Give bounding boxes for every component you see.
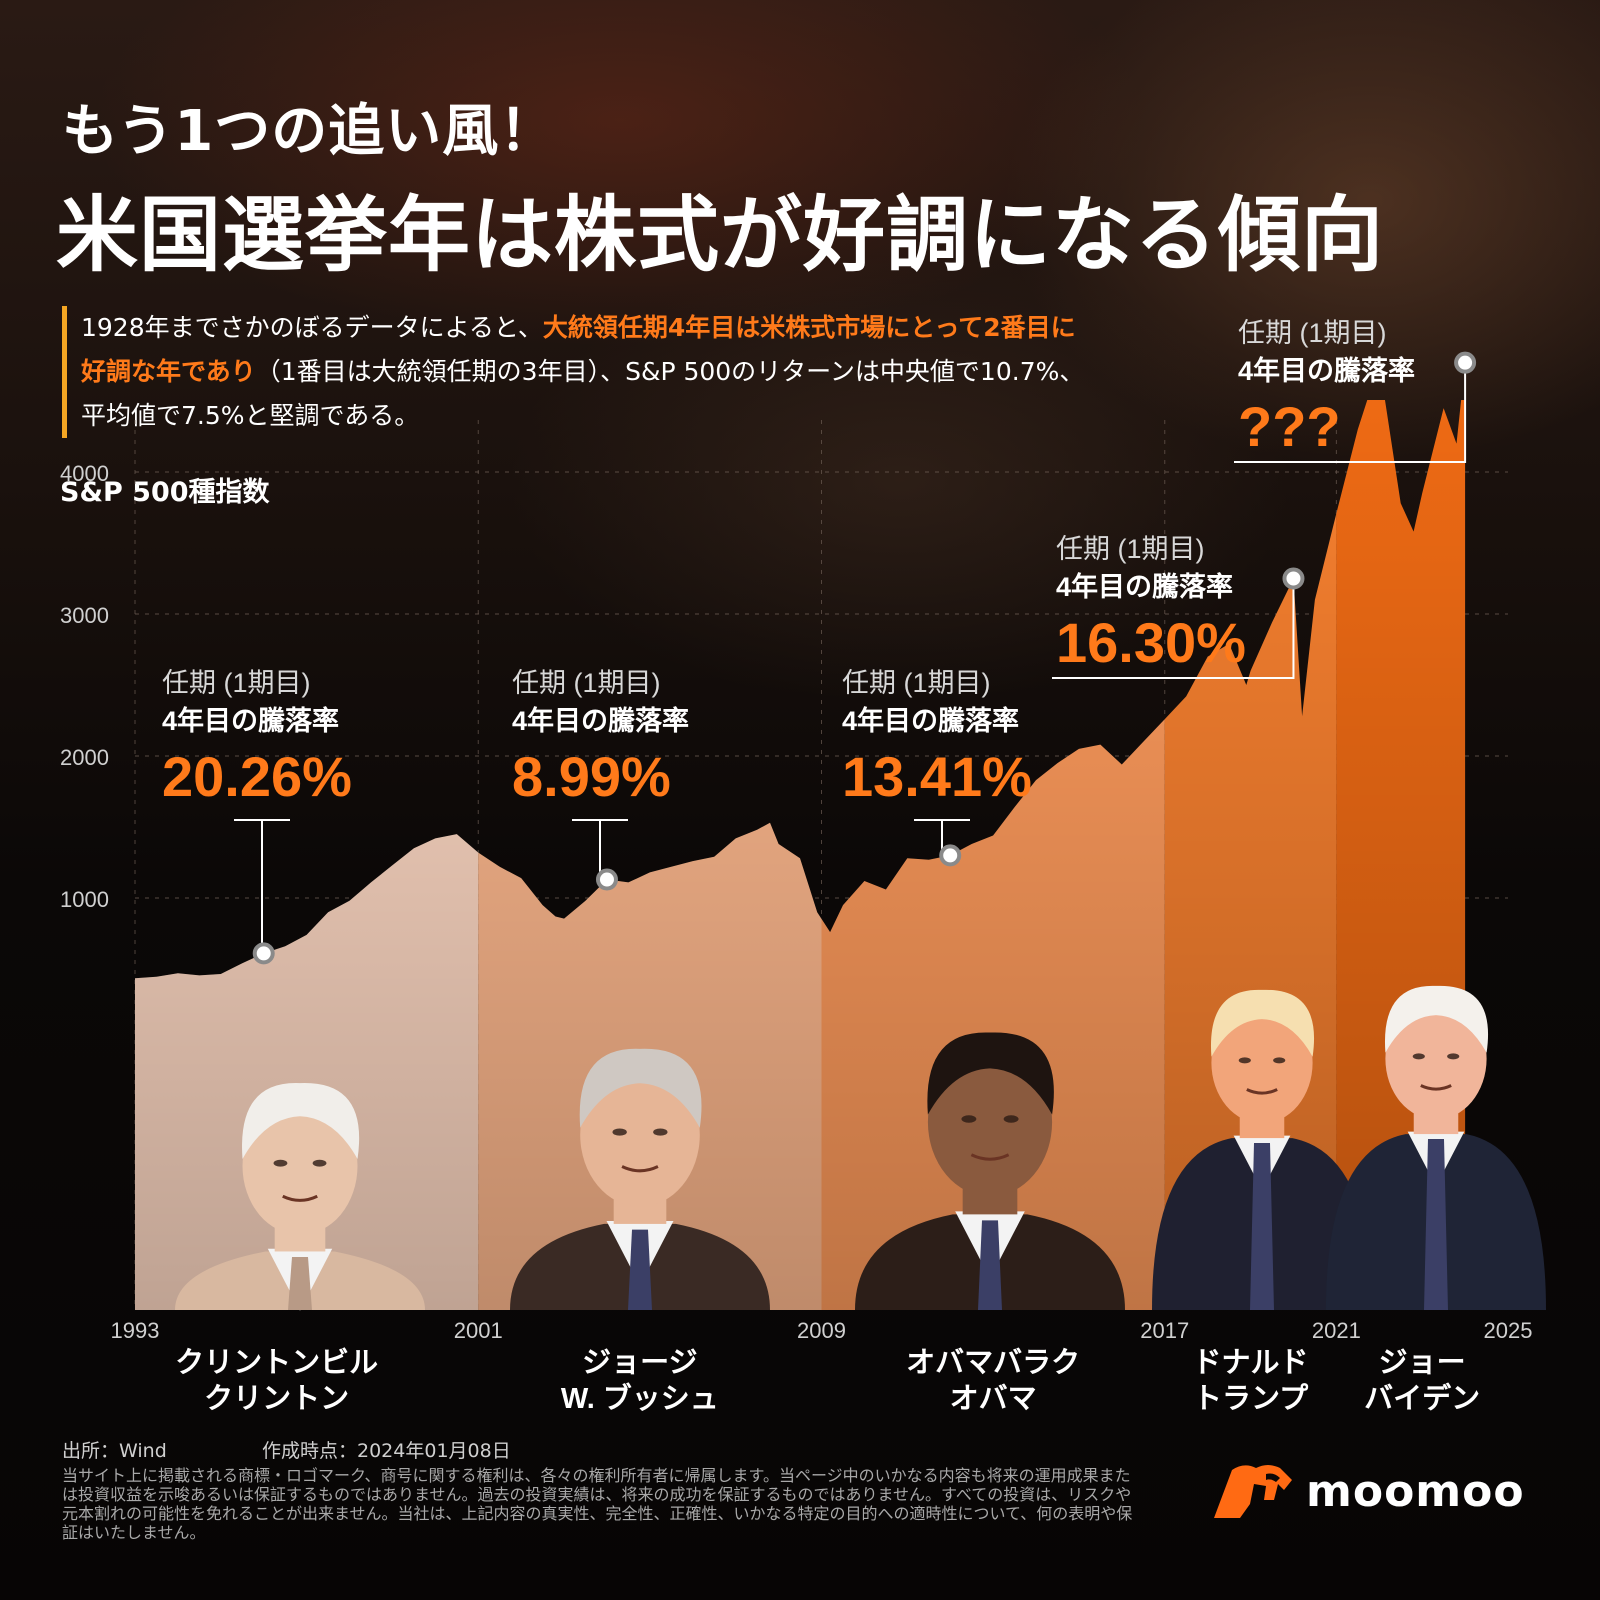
portrait: [1152, 989, 1372, 1310]
source-note: 出所：Wind: [62, 1440, 167, 1462]
portraits: [175, 985, 1546, 1311]
moomoo-bull-icon: [1214, 1465, 1292, 1518]
intro-part-1: 1928年までさかのぼるデータによると、: [81, 313, 543, 342]
y-tick-label: 2000: [60, 745, 109, 770]
y-tick-label: 4000: [60, 461, 109, 486]
disclaimer: 当サイト上に掲載される商標・ロゴマーク、商号に関する権利は、各々の権利所有者に帰…: [62, 1466, 1133, 1542]
president-name: クリントン: [204, 1382, 349, 1415]
annotation-label: 4年目の騰落率: [1056, 571, 1233, 602]
portrait: [510, 1048, 770, 1310]
portrait-eye: [1003, 1115, 1019, 1123]
x-tick-label: 2021: [1312, 1318, 1361, 1343]
president-name: ジョージ: [582, 1347, 697, 1379]
portrait-head: [242, 1096, 358, 1235]
annotation-term: 任期 (1期目): [1238, 318, 1387, 348]
portrait-hair: [927, 1032, 1054, 1115]
portrait-mouth: [282, 1194, 318, 1202]
brand-name: moomoo: [1306, 1465, 1525, 1517]
annotation-label: 4年目の騰落率: [1238, 355, 1415, 386]
annotation-line: [1234, 362, 1467, 463]
annotation-label: 4年目の騰落率: [162, 705, 339, 736]
annotation-point: [939, 844, 962, 867]
portrait-eye: [653, 1128, 668, 1136]
y-axis-label: S&P 500種指数: [60, 477, 270, 508]
annotation-label: 4年目の騰落率: [842, 705, 1019, 736]
portrait-hair: [1210, 989, 1315, 1057]
created-date: 作成時点：2024年01月08日: [262, 1440, 511, 1462]
annotation-term: 任期 (1期目): [1056, 534, 1205, 564]
president-name: オバマバラク: [906, 1346, 1080, 1379]
portrait-eye: [1447, 1053, 1460, 1060]
portrait-eye: [612, 1128, 627, 1136]
portrait-tie: [1424, 1138, 1448, 1310]
x-tick-label: 2001: [454, 1318, 503, 1343]
president-name: バイデン: [1364, 1381, 1480, 1415]
annotation-point: [1282, 567, 1305, 590]
president-name: オバマ: [950, 1383, 1037, 1415]
portrait-eye: [961, 1115, 977, 1123]
title-line-1: もう1つの追い風！: [62, 99, 557, 164]
annotation-point: [1454, 351, 1477, 374]
annotation-line: [1052, 578, 1295, 679]
axis-labels: 1000 2000 3000 4000 1993 2001 2009 2017 2021 2025: [60, 461, 1532, 1343]
annotation-value: 20.26%: [162, 745, 352, 808]
annotations: 任期 (1期目) 4年目の騰落率 20.26% 任期 (1期目) 4年目の騰落率 8.99…: [162, 318, 1477, 965]
x-tick-label: 1993: [111, 1318, 160, 1343]
portrait-tie: [1250, 1142, 1274, 1310]
annotation-term: 任期 (1期目): [842, 668, 991, 698]
president-name: トランプ: [1193, 1382, 1309, 1415]
portrait: [855, 1032, 1125, 1310]
annotation-label: 4年目の騰落率: [512, 705, 689, 736]
y-tick-label: 3000: [60, 603, 109, 628]
portrait-hair: [579, 1048, 702, 1128]
intro-text: 1928年までさかのぼるデータによると、大統領任期4年目は米株式市場にとって2番…: [62, 306, 1091, 438]
annotation-value: 13.41%: [842, 745, 1032, 808]
president-name: クリントンビル: [175, 1346, 378, 1379]
president-name: ジョー: [1379, 1347, 1466, 1379]
annotation-value: ???: [1238, 395, 1341, 458]
portrait-mouth: [621, 1165, 659, 1173]
portrait-tie: [288, 1256, 312, 1310]
portrait-hair: [242, 1083, 360, 1159]
portrait-eye: [1412, 1053, 1425, 1060]
y-tick-label: 1000: [60, 887, 109, 912]
portrait-head: [580, 1063, 700, 1207]
portrait-mouth: [970, 1153, 1010, 1161]
portrait-head: [1385, 998, 1487, 1120]
portrait-head: [927, 1047, 1053, 1197]
portrait-tie: [978, 1220, 1002, 1310]
title-line-2: 米国選挙年は株式が好調になる傾向: [56, 188, 1385, 283]
portrait-eye: [1238, 1057, 1251, 1064]
intro-highlight: 大統領任期4年目は米株式市場にとって2番目に好調な年であり: [81, 313, 1076, 386]
portrait-eye: [1273, 1057, 1286, 1064]
portrait-hair: [1384, 985, 1489, 1053]
portrait: [1326, 985, 1546, 1310]
portrait-eye: [273, 1159, 288, 1167]
annotation-term: 任期 (1期目): [512, 668, 661, 698]
x-tick-label: 2017: [1140, 1318, 1189, 1343]
portrait-head: [1211, 1002, 1313, 1124]
portrait-tie: [628, 1229, 652, 1310]
president-name: W. ブッシュ: [561, 1381, 719, 1415]
portrait-mouth: [1246, 1088, 1278, 1095]
annotation-value: 8.99%: [512, 745, 671, 808]
portrait-eye: [312, 1159, 327, 1167]
x-tick-label: 2009: [797, 1318, 846, 1343]
annotation-point: [595, 868, 618, 891]
annotation-term: 任期 (1期目): [162, 668, 311, 698]
president-name: ドナルド: [1193, 1347, 1309, 1379]
intro-part-2: （1番目は大統領任期の3年目）、S&P 500のリターンは中央値で10.7%、平…: [81, 357, 1085, 430]
portrait-mouth: [1420, 1084, 1452, 1091]
moomoo-logo: moomoo: [1210, 1460, 1525, 1522]
x-tick-label: 2025: [1484, 1318, 1533, 1343]
annotation-value: 16.30%: [1056, 611, 1246, 674]
portrait: [175, 1083, 425, 1311]
annotation-point: [252, 942, 275, 965]
